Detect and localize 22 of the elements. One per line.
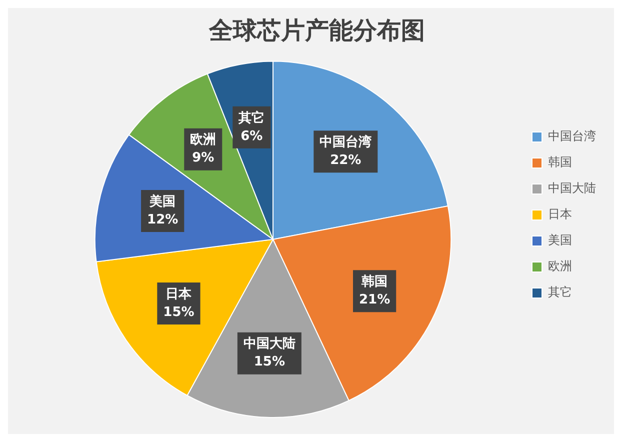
- legend-label: 中国台湾: [548, 129, 596, 144]
- slice-label: 中国大陆: [243, 336, 296, 352]
- slice-label: 美国: [148, 193, 176, 210]
- chart-title: 全球芯片产能分布图: [208, 16, 425, 45]
- slice-label: 韩国: [360, 274, 388, 290]
- legend-label: 中国大陆: [548, 181, 596, 196]
- legend-label: 日本: [548, 207, 572, 222]
- data-label: 22%: [330, 152, 362, 168]
- data-label: 12%: [147, 212, 178, 228]
- data-label: 21%: [359, 292, 390, 308]
- data-label: 15%: [163, 304, 194, 320]
- legend-label: 美国: [548, 233, 572, 248]
- legend-label: 韩国: [548, 155, 572, 170]
- legend-label: 其它: [548, 285, 572, 300]
- data-label: 6%: [240, 128, 263, 144]
- slice-label: 中国台湾: [320, 134, 372, 150]
- data-label: 9%: [192, 150, 214, 166]
- slice-label: 欧洲: [190, 132, 216, 148]
- data-label: 15%: [254, 354, 285, 370]
- slice-label: 其它: [238, 110, 265, 126]
- legend-label: 欧洲: [548, 259, 572, 274]
- slice-label: 日本: [166, 286, 193, 302]
